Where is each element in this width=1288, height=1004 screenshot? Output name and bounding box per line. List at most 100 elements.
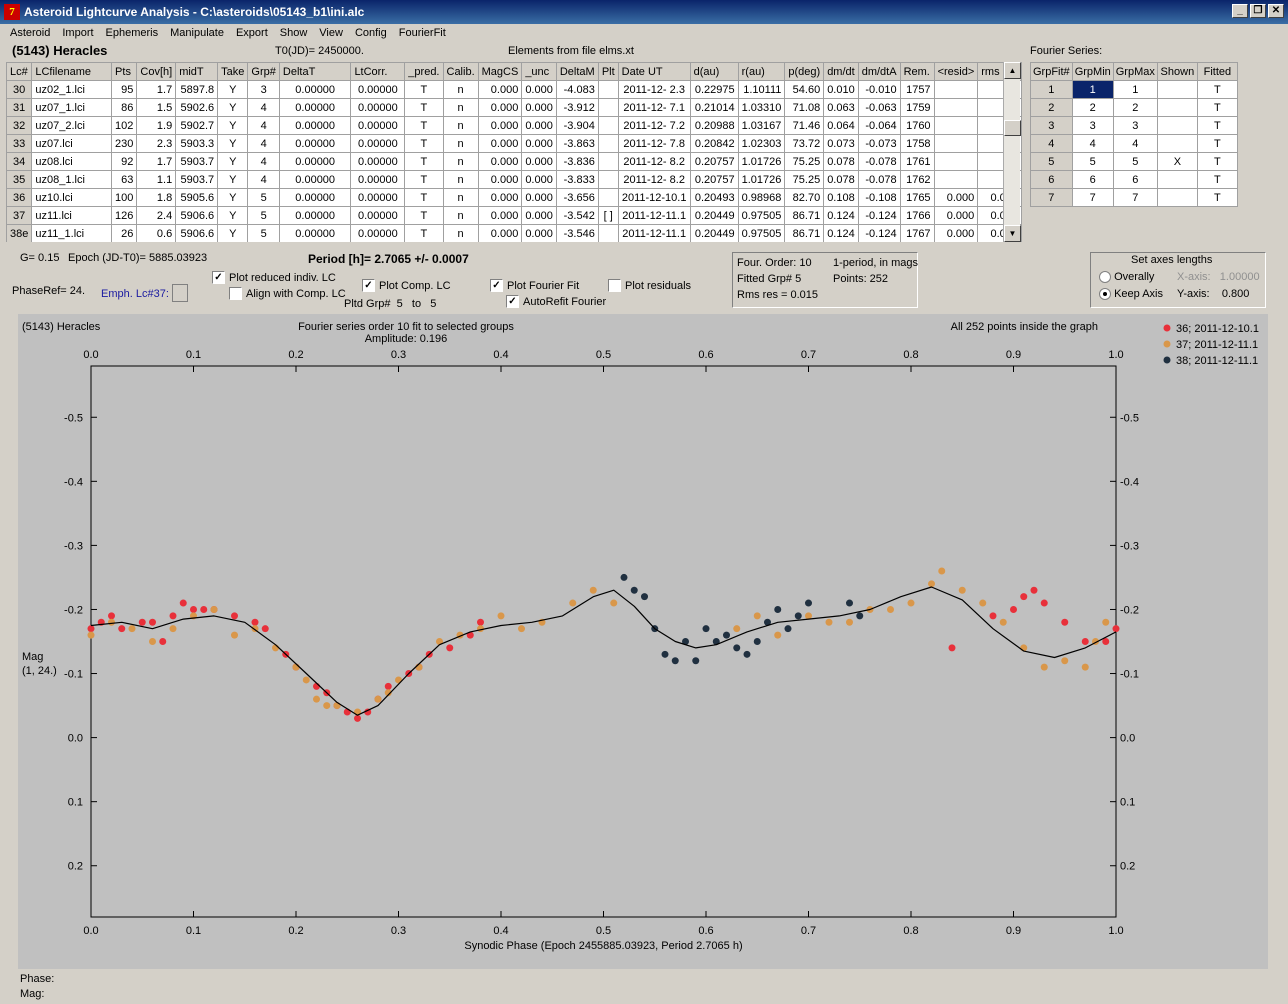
fourier-cell[interactable]: 4 [1112,134,1158,153]
table-cell[interactable]: -3.546 [555,224,599,242]
table-cell[interactable]: 2011-12-11.1 [617,206,691,225]
column-header[interactable]: Plt [597,62,619,81]
table-cell[interactable]: Y [217,116,249,135]
menu-import[interactable]: Import [62,27,94,39]
minimize-icon[interactable]: _ [1232,4,1248,18]
table-cell[interactable]: 1767 [899,224,935,242]
table-cell[interactable]: -4.083 [555,80,599,99]
table-cell[interactable]: 0.000 [521,224,557,242]
table-cell[interactable]: 0.20757 [689,152,739,171]
column-header[interactable]: _pred. [404,62,444,81]
table-cell[interactable]: 1765 [899,188,935,207]
table-cell[interactable]: T [404,206,444,225]
table-cell[interactable]: -0.063 [857,98,901,117]
table-cell[interactable]: 0.000 [477,98,523,117]
table-cell[interactable]: 0.000 [477,224,523,242]
table-cell[interactable]: 5906.6 [175,224,219,242]
table-cell[interactable]: 2011-12- 2.3 [617,80,691,99]
table-cell[interactable]: T [404,188,444,207]
table-cell[interactable]: 35 [6,170,33,189]
table-cell[interactable]: 5897.8 [175,80,219,99]
table-cell[interactable]: Y [217,206,249,225]
table-cell[interactable]: n [442,134,479,153]
table-cell[interactable]: 1757 [899,80,935,99]
plot-reduced-checkbox[interactable]: ✓ Plot reduced indiv. LC [212,271,336,284]
table-cell[interactable]: 0.97505 [737,224,786,242]
table-cell[interactable]: 86.71 [784,224,825,242]
fourier-cell[interactable]: T [1196,98,1238,117]
table-cell[interactable]: 1.9 [136,116,177,135]
table-cell[interactable]: T [404,152,444,171]
table-cell[interactable]: -0.064 [857,116,901,135]
table-cell[interactable]: 0.20449 [689,206,739,225]
table-cell[interactable]: 0.00000 [278,224,352,242]
table-cell[interactable]: 0.000 [521,116,557,135]
menu-config[interactable]: Config [354,27,387,39]
table-cell[interactable]: 33 [6,134,33,153]
table-cell[interactable]: 2011-12- 8.2 [617,152,691,171]
table-cell[interactable]: n [442,116,479,135]
fourier-cell[interactable]: T [1196,134,1238,153]
plot-residuals-checkbox[interactable]: Plot residuals [608,279,691,292]
column-header[interactable]: <resid> [933,62,979,81]
table-cell[interactable]: 0.000 [521,98,557,117]
table-cell[interactable]: 1.7 [136,152,177,171]
fourier-cell[interactable]: 5 [1112,152,1158,171]
table-cell[interactable]: 100 [111,188,138,207]
fourier-cell[interactable]: 7 [1030,188,1073,207]
column-header[interactable]: DeltaT [278,62,352,81]
table-cell[interactable]: T [404,224,444,242]
table-cell[interactable]: 0.000 [521,134,557,153]
table-cell[interactable]: 1.03310 [737,98,786,117]
table-cell[interactable]: T [404,98,444,117]
table-cell[interactable]: 54.60 [784,80,825,99]
fourier-cell[interactable]: 5 [1030,152,1073,171]
table-cell[interactable]: -0.108 [857,188,901,207]
table-row[interactable]: 35 uz08_1.lci 63 1.1 5903.7 Y 4 0.00000 0.00000 T… [6,170,1022,189]
table-cell[interactable] [597,152,619,171]
table-cell[interactable]: 0.20988 [689,116,739,135]
table-cell[interactable]: -0.078 [857,170,901,189]
table-cell[interactable]: 31 [6,98,33,117]
table-cell[interactable]: n [442,98,479,117]
table-row[interactable]: 38e uz11_1.lci 26 0.6 5906.6 Y 5 0.00000 0.00000… [6,224,1022,242]
table-cell[interactable]: 0.124 [823,224,859,242]
fourier-cell[interactable] [1156,134,1198,153]
lightcurve-table[interactable]: Lc# LCfilename Pts Cov[h] midT Take Grp# DeltaT… [6,62,1022,242]
table-cell[interactable]: T [404,80,444,99]
table-cell[interactable]: 1.01726 [737,152,786,171]
table-cell[interactable]: 75.25 [784,152,825,171]
column-header[interactable]: midT [175,62,219,81]
table-cell[interactable]: 34 [6,152,33,171]
table-cell[interactable] [597,188,619,207]
table-cell[interactable]: 0.00000 [350,188,406,207]
table-cell[interactable]: 0.00000 [350,152,406,171]
table-cell[interactable]: 0.20493 [689,188,739,207]
table-cell[interactable]: 1761 [899,152,935,171]
table-cell[interactable]: uz07_2.lci [31,116,113,135]
menu-export[interactable]: Export [235,27,268,39]
table-cell[interactable]: 2011-12- 7.1 [617,98,691,117]
align-comp-checkbox[interactable]: Align with Comp. LC [229,287,346,300]
table-cell[interactable] [597,80,619,99]
table-cell[interactable]: 5903.7 [175,152,219,171]
table-cell[interactable]: 92 [111,152,138,171]
table-cell[interactable]: 0.000 [933,188,979,207]
fourier-cell[interactable]: 2 [1112,98,1158,117]
table-cell[interactable]: -3.656 [555,188,599,207]
table-row[interactable]: 30 uz02_1.lci 95 1.7 5897.8 Y 3 0.00000 0.00000 T… [6,80,1022,99]
table-cell[interactable]: -3.912 [555,98,599,117]
table-cell[interactable]: -0.124 [857,224,901,242]
table-cell[interactable]: 95 [111,80,138,99]
table-cell[interactable]: -3.542 [555,206,599,225]
table-cell[interactable]: 86 [111,98,138,117]
table-cell[interactable]: 0.108 [823,188,859,207]
table-cell[interactable]: -3.836 [555,152,599,171]
emph-spinner[interactable] [172,284,188,302]
table-cell[interactable]: 0.000 [477,80,523,99]
table-scrollbar[interactable]: ▲ ▼ [1003,62,1021,242]
table-cell[interactable]: 230 [111,134,138,153]
table-cell[interactable]: Y [217,152,249,171]
